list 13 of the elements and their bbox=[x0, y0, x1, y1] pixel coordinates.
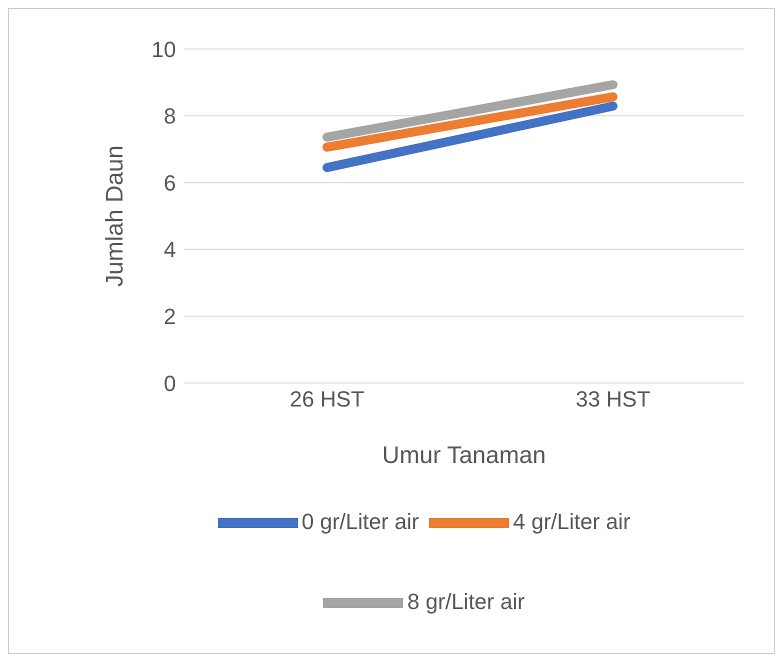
y-tick-label: 0 bbox=[164, 370, 176, 396]
x-axis-title: Umur Tanaman bbox=[382, 442, 546, 469]
legend-label: 0 gr/Liter air bbox=[302, 508, 419, 534]
y-tick-label: 8 bbox=[164, 104, 176, 129]
y-axis-title: Jumlah Daun bbox=[102, 145, 129, 287]
x-tick-label: 26 HST bbox=[290, 386, 364, 412]
legend-label: 8 gr/Liter air bbox=[407, 588, 525, 614]
y-tick-label: 4 bbox=[164, 237, 176, 262]
y-tick-label: 6 bbox=[164, 170, 176, 196]
y-tick-label: 10 bbox=[152, 36, 176, 62]
x-tick-label: 33 HST bbox=[576, 386, 650, 412]
legend-label: 4 gr/Liter air bbox=[513, 508, 630, 534]
y-tick-label: 2 bbox=[164, 304, 176, 330]
